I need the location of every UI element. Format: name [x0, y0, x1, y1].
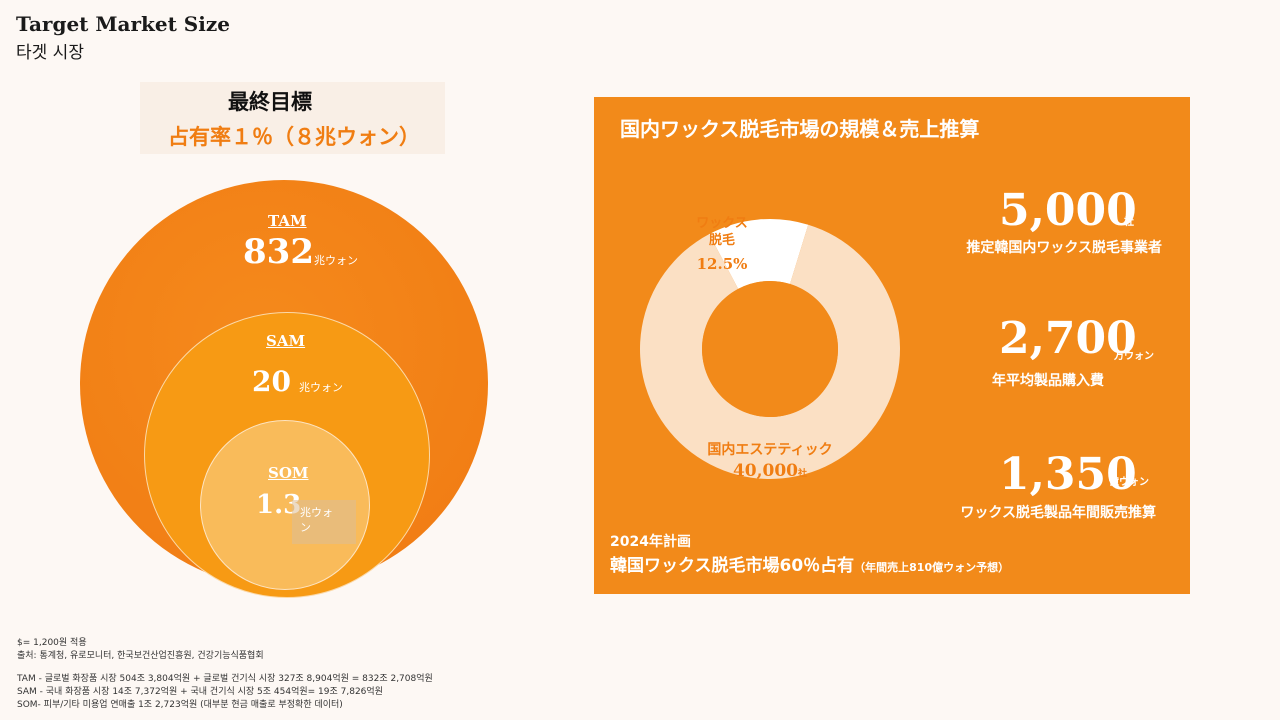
- donut-esthetic-label: 国内エステティック: [707, 442, 833, 458]
- stat-businesses-desc: 推定韓国内ワックス脱毛事業者: [966, 240, 1162, 256]
- donut-segment-esthetic: [640, 224, 900, 479]
- stat-businesses-unit: 社: [1124, 217, 1134, 228]
- stat-purchase-desc: 年平均製品購入費: [992, 373, 1104, 389]
- stat-businesses-number: 5,000: [999, 185, 1137, 236]
- stat-sales-unit: 億ウォン: [1109, 477, 1149, 488]
- donut-hole: [702, 281, 838, 417]
- donut-esthetic-value: 40,000社: [680, 461, 860, 481]
- footnote-source: 출처: 통계청, 유로모니터, 한국보건산업진흥원, 건강기능식품협회: [17, 651, 264, 661]
- sam-label: SAM: [266, 332, 306, 350]
- donut-wax-value: 12.5%: [696, 255, 748, 273]
- donut-wax-label-line2: 脱毛: [708, 233, 735, 248]
- som-label: SOM: [268, 464, 309, 482]
- footnote-tam: TAM - 글로벌 화장품 시장 504조 3,804억원 + 글로벌 건기식 …: [17, 674, 433, 684]
- sam-unit: 兆ウォン: [299, 381, 343, 394]
- goal-title: 最終目標: [228, 90, 312, 114]
- stat-purchase-unit: 万ウォン: [1114, 351, 1154, 362]
- donut-wax-label: ワックス 脱毛: [682, 215, 762, 249]
- stat-sales-number: 1,350: [999, 449, 1137, 500]
- footnote-rate: $= 1,200원 적용: [17, 638, 87, 648]
- donut-chart: [640, 219, 900, 479]
- sam-value: 20: [252, 365, 291, 398]
- footnote-sam: SAM - 국내 화장품 시장 14조 7,372억원 + 국내 건기식 시장 …: [17, 687, 383, 697]
- stat-sales-desc: ワックス脱毛製品年間販売推算: [960, 505, 1156, 521]
- panel-title: 国内ワックス脱毛市場の規模＆売上推算: [620, 117, 980, 141]
- plan-year: 2024年計画: [610, 534, 691, 550]
- tam-label: TAM: [268, 212, 307, 230]
- stat-purchase-number: 2,700: [999, 313, 1137, 364]
- donut-segment-wax: [709, 219, 809, 289]
- plan-goal-note: （年間売上810億ウォン予想）: [854, 561, 1010, 574]
- som-unit-backdrop: [292, 500, 356, 544]
- plan-goal-text: 韓国ワックス脱毛市場60％占有: [610, 556, 855, 576]
- som-unit: 兆ウォ ン: [300, 506, 333, 534]
- tam-value: 832: [243, 232, 314, 272]
- market-panel: 国内ワックス脱毛市場の規模＆売上推算 ワックス 脱毛 12.5% 国内エステティ…: [594, 97, 1190, 594]
- donut-esthetic-unit: 社: [798, 469, 808, 479]
- page-subtitle: 타겟 시장: [16, 43, 84, 63]
- donut-esthetic-number: 40,000: [732, 461, 799, 481]
- footnote-som: SOM- 피부/기타 미용업 연매출 1조 2,723억원 (대부분 현금 매출…: [17, 700, 343, 710]
- donut-wax-label-line1: ワックス: [696, 216, 748, 231]
- page-title: Target Market Size: [16, 12, 230, 36]
- plan-goal: 韓国ワックス脱毛市場60％占有（年間売上810億ウォン予想）: [610, 551, 1009, 576]
- goal-share: 占有率１％（８兆ウォン）: [168, 125, 420, 149]
- tam-unit: 兆ウォン: [314, 254, 358, 267]
- goal-box: [140, 82, 445, 154]
